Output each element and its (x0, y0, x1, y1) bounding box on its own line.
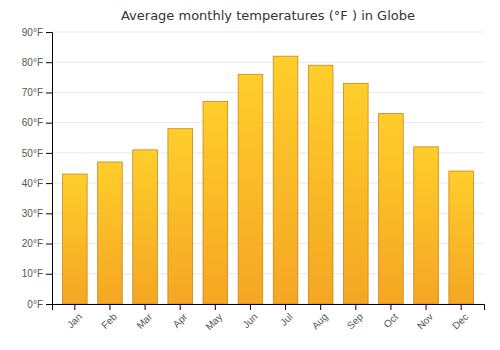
y-tick-line (46, 304, 52, 305)
x-axis: Jan Feb Mar Apr May Jun Jul Aug Sep Oct Nov Dec (53, 304, 485, 332)
x-tick-label: Jun (240, 311, 259, 330)
x-tick-line (74, 304, 75, 310)
x-tick: Oct (381, 304, 400, 330)
x-tick: Feb (99, 304, 119, 331)
x-tick-line (180, 304, 181, 310)
y-tick-label: 0°F (27, 299, 43, 310)
y-tick-line (46, 244, 52, 245)
x-tick-label: Nov (415, 311, 435, 331)
y-tick-line (46, 92, 52, 93)
bar (308, 65, 333, 304)
y-tick-label: 60°F (22, 117, 43, 128)
y-tick: 90°F (22, 27, 52, 38)
x-tick-label: Oct (381, 311, 400, 330)
x-tick-line (145, 304, 146, 310)
x-tick-line (250, 304, 251, 310)
x-tick-line (215, 304, 216, 310)
bar (133, 150, 158, 304)
y-tick-label: 10°F (22, 268, 43, 279)
y-tick: 0°F (27, 299, 52, 310)
x-tick-label: Dec (450, 311, 470, 331)
y-tick: 80°F (22, 57, 52, 68)
y-tick-line (46, 62, 52, 63)
x-tick-label: Apr (171, 311, 190, 330)
x-tick-line (285, 304, 286, 310)
x-tick: Nov (415, 304, 435, 331)
x-tick-label: Sep (345, 311, 366, 332)
x-tick: Dec (450, 304, 470, 331)
x-tick-line (355, 304, 356, 310)
x-tick-label: Mar (134, 311, 154, 331)
chart: 0°F 10°F 20°F 30°F 40°F 50°F 60°F 70°F 80°F 90°F J… (0, 0, 500, 350)
x-tick-label: Aug (310, 311, 330, 331)
bars (63, 56, 474, 304)
x-tick-label: Jul (278, 311, 295, 328)
x-tick-line (109, 304, 110, 310)
x-tick: Mar (134, 304, 154, 331)
x-tick-line (320, 304, 321, 310)
y-tick-line (46, 183, 52, 184)
x-tick: Sep (345, 304, 366, 331)
grid-line (52, 92, 484, 93)
x-axis-line (53, 305, 485, 311)
grid-line (52, 122, 484, 123)
bar (238, 74, 263, 304)
y-tick-line (46, 274, 52, 275)
x-tick-label: Feb (99, 311, 119, 331)
x-tick-label: Jan (65, 311, 84, 330)
x-tick: Apr (171, 304, 190, 330)
x-tick-line (426, 304, 427, 310)
y-tick-label: 20°F (22, 238, 43, 249)
y-tick-line (46, 123, 52, 124)
y-tick: 60°F (22, 117, 52, 128)
grid-line (52, 62, 484, 63)
bar (379, 114, 404, 304)
y-tick: 50°F (22, 148, 52, 159)
x-tick: Jun (240, 304, 259, 330)
bar (98, 162, 123, 304)
bar (344, 83, 369, 304)
y-axis-line (46, 33, 53, 305)
grid (52, 32, 484, 304)
x-tick-line (390, 304, 391, 310)
bar (449, 171, 474, 304)
y-tick-line (46, 32, 52, 33)
y-tick-line (46, 153, 52, 154)
y-tick: 40°F (22, 178, 52, 189)
y-tick-label: 30°F (22, 208, 43, 219)
x-tick: Aug (310, 304, 330, 331)
grid-line (52, 32, 484, 33)
y-tick: 30°F (22, 208, 52, 219)
y-axis: 0°F 10°F 20°F 30°F 40°F 50°F 60°F 70°F 80°F 90°F (22, 27, 53, 310)
y-tick-label: 80°F (22, 57, 43, 68)
bar (168, 129, 193, 304)
y-tick: 70°F (22, 87, 52, 98)
y-tick-label: 40°F (22, 178, 43, 189)
plot: 0°F 10°F 20°F 30°F 40°F 50°F 60°F 70°F 80°F 90°F J… (22, 27, 485, 333)
y-tick: 20°F (22, 238, 52, 249)
x-tick: May (203, 304, 224, 332)
y-tick: 10°F (22, 268, 52, 279)
title: Average monthly temperatures (°F ) in Gl… (121, 8, 415, 23)
x-tick: Jan (65, 304, 84, 330)
bar (63, 174, 88, 304)
bar (273, 56, 298, 304)
x-tick-label: May (203, 311, 224, 332)
x-tick-line (461, 304, 462, 310)
y-tick-label: 50°F (22, 148, 43, 159)
bar (414, 147, 439, 304)
x-tick: Jul (278, 304, 295, 328)
bar (203, 102, 228, 304)
y-tick-label: 90°F (22, 27, 43, 38)
y-tick-label: 70°F (22, 87, 43, 98)
y-tick-line (46, 213, 52, 214)
